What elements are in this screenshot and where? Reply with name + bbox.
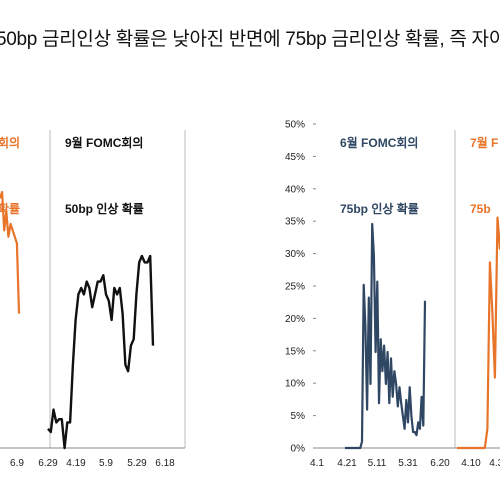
panel3-title-line1: 6월 FOMC회의 xyxy=(340,136,419,150)
y-tick-label: 30% xyxy=(285,249,305,260)
panel4-title: 7월 F 75b xyxy=(470,88,498,242)
panel3-title: 6월 FOMC회의 75bp 인상 확률 xyxy=(340,88,419,242)
y-tick-label: 10% xyxy=(285,379,305,390)
y-tick-label: 25% xyxy=(285,282,305,293)
y-tick-label: 20% xyxy=(285,314,305,325)
x-tick-label: 5.29 xyxy=(127,458,147,469)
series-line-panel4 xyxy=(457,216,500,450)
x-tick-label: 5.9 xyxy=(99,458,113,469)
x-tick-label: 6.29 xyxy=(38,458,58,469)
panel2-title-line1: 9월 FOMC회의 xyxy=(65,136,144,150)
y-tick-label: 0% xyxy=(291,444,306,455)
x-tick-label: 4.1 xyxy=(310,458,324,469)
panel2-title-line2: 50bp 인상 확률 xyxy=(65,202,144,216)
panel3-title-line2: 75bp 인상 확률 xyxy=(340,202,419,216)
x-tick-label: 4.21 xyxy=(337,458,357,469)
x-tick-label: 4.30 xyxy=(489,458,500,469)
y-tick-label: 40% xyxy=(285,184,305,195)
x-tick-label: 6.18 xyxy=(155,458,175,469)
series-line-panel1 xyxy=(0,190,21,314)
x-tick-label: 4.19 xyxy=(66,458,86,469)
panel1-title-line2: 확률 xyxy=(0,202,21,216)
x-tick-label: 6.20 xyxy=(430,458,450,469)
series-line-panel3 xyxy=(345,222,427,450)
panel1-title: 회의 확률 xyxy=(0,88,20,242)
panel4-title-line2: 75b xyxy=(470,202,491,216)
y-tick-label: 35% xyxy=(285,217,305,228)
y-tick-label: 50% xyxy=(285,120,305,131)
panel2-title: 9월 FOMC회의 50bp 인상 확률 xyxy=(65,88,144,242)
x-tick-label: 6.9 xyxy=(10,458,24,469)
series-line-panel2 xyxy=(47,254,155,450)
x-tick-label: 4.10 xyxy=(461,458,481,469)
panel1-title-line1: 회의 xyxy=(0,136,21,150)
y-tick-label: 45% xyxy=(285,152,305,163)
panel4-title-line1: 7월 F xyxy=(470,136,499,150)
y-tick-label: 5% xyxy=(291,411,306,422)
x-tick-label: 5.11 xyxy=(368,458,387,469)
headline: 50bp 금리인상 확률은 낮아진 반면에 75bp 금리인상 확률, 즉 자이 xyxy=(0,29,500,50)
x-tick-label: 5.31 xyxy=(398,458,418,469)
y-tick-label: 15% xyxy=(285,346,305,357)
